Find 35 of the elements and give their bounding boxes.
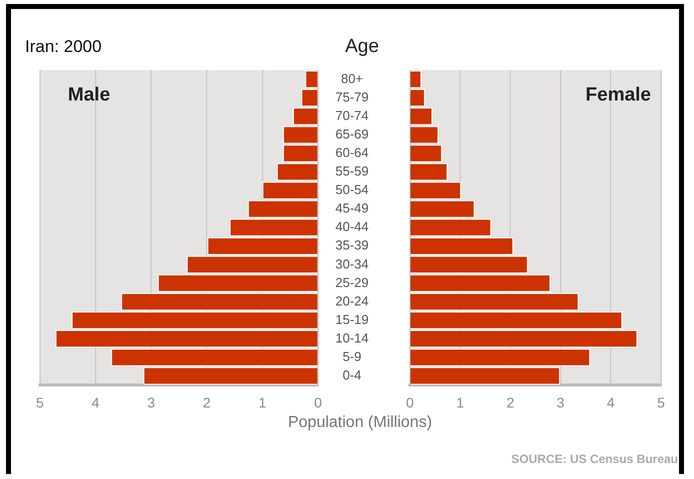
- y-tick-label: 80+: [340, 70, 364, 86]
- y-tick-label: 15-19: [335, 312, 369, 327]
- source-note: SOURCE: US Census Bureau: [511, 452, 678, 466]
- y-axis-title: Age: [345, 36, 379, 58]
- y-tick-label: 10-14: [335, 330, 369, 346]
- x-axis-title: Population (Millions): [288, 414, 432, 432]
- x-tick-label: 1: [456, 394, 464, 410]
- text: Female: [586, 84, 651, 106]
- x-tick-label: 5: [657, 394, 666, 410]
- x-tick-label: 4: [92, 394, 100, 410]
- x-tick-label: 2: [202, 394, 211, 410]
- y-tick-label: 70-74: [335, 108, 369, 123]
- x-tick-label: 2: [506, 394, 514, 410]
- text: Male: [68, 84, 110, 106]
- x-tick-label: 3: [556, 394, 565, 410]
- x-tick-label: 4: [606, 394, 615, 410]
- y-tick-label: 50-54: [335, 182, 369, 198]
- x-tick-label: 5: [36, 394, 44, 410]
- y-tick-label: 55-59: [335, 164, 369, 179]
- y-tick-label: 35-39: [335, 238, 369, 253]
- y-tick-label: 60-64: [335, 145, 369, 160]
- y-tick-label: 75-79: [335, 89, 369, 104]
- y-tick-label: 20-24: [335, 293, 369, 308]
- x-tick-label: 0: [314, 394, 322, 410]
- y-tick-label: 0-4: [342, 368, 362, 383]
- y-tick-label: 25-29: [335, 274, 369, 290]
- y-tick-label: 45-49: [335, 200, 369, 216]
- x-tick-label: 1: [258, 394, 266, 410]
- x-tick-label: 0: [406, 394, 414, 410]
- y-tick-label: 5-9: [342, 348, 362, 364]
- chart-title: Iran: 2000: [25, 37, 102, 57]
- x-tick-label: 3: [147, 394, 156, 410]
- y-tick-label: 30-34: [335, 256, 369, 272]
- y-tick-label: 40-44: [335, 219, 369, 234]
- y-tick-label: 65-69: [335, 126, 369, 142]
